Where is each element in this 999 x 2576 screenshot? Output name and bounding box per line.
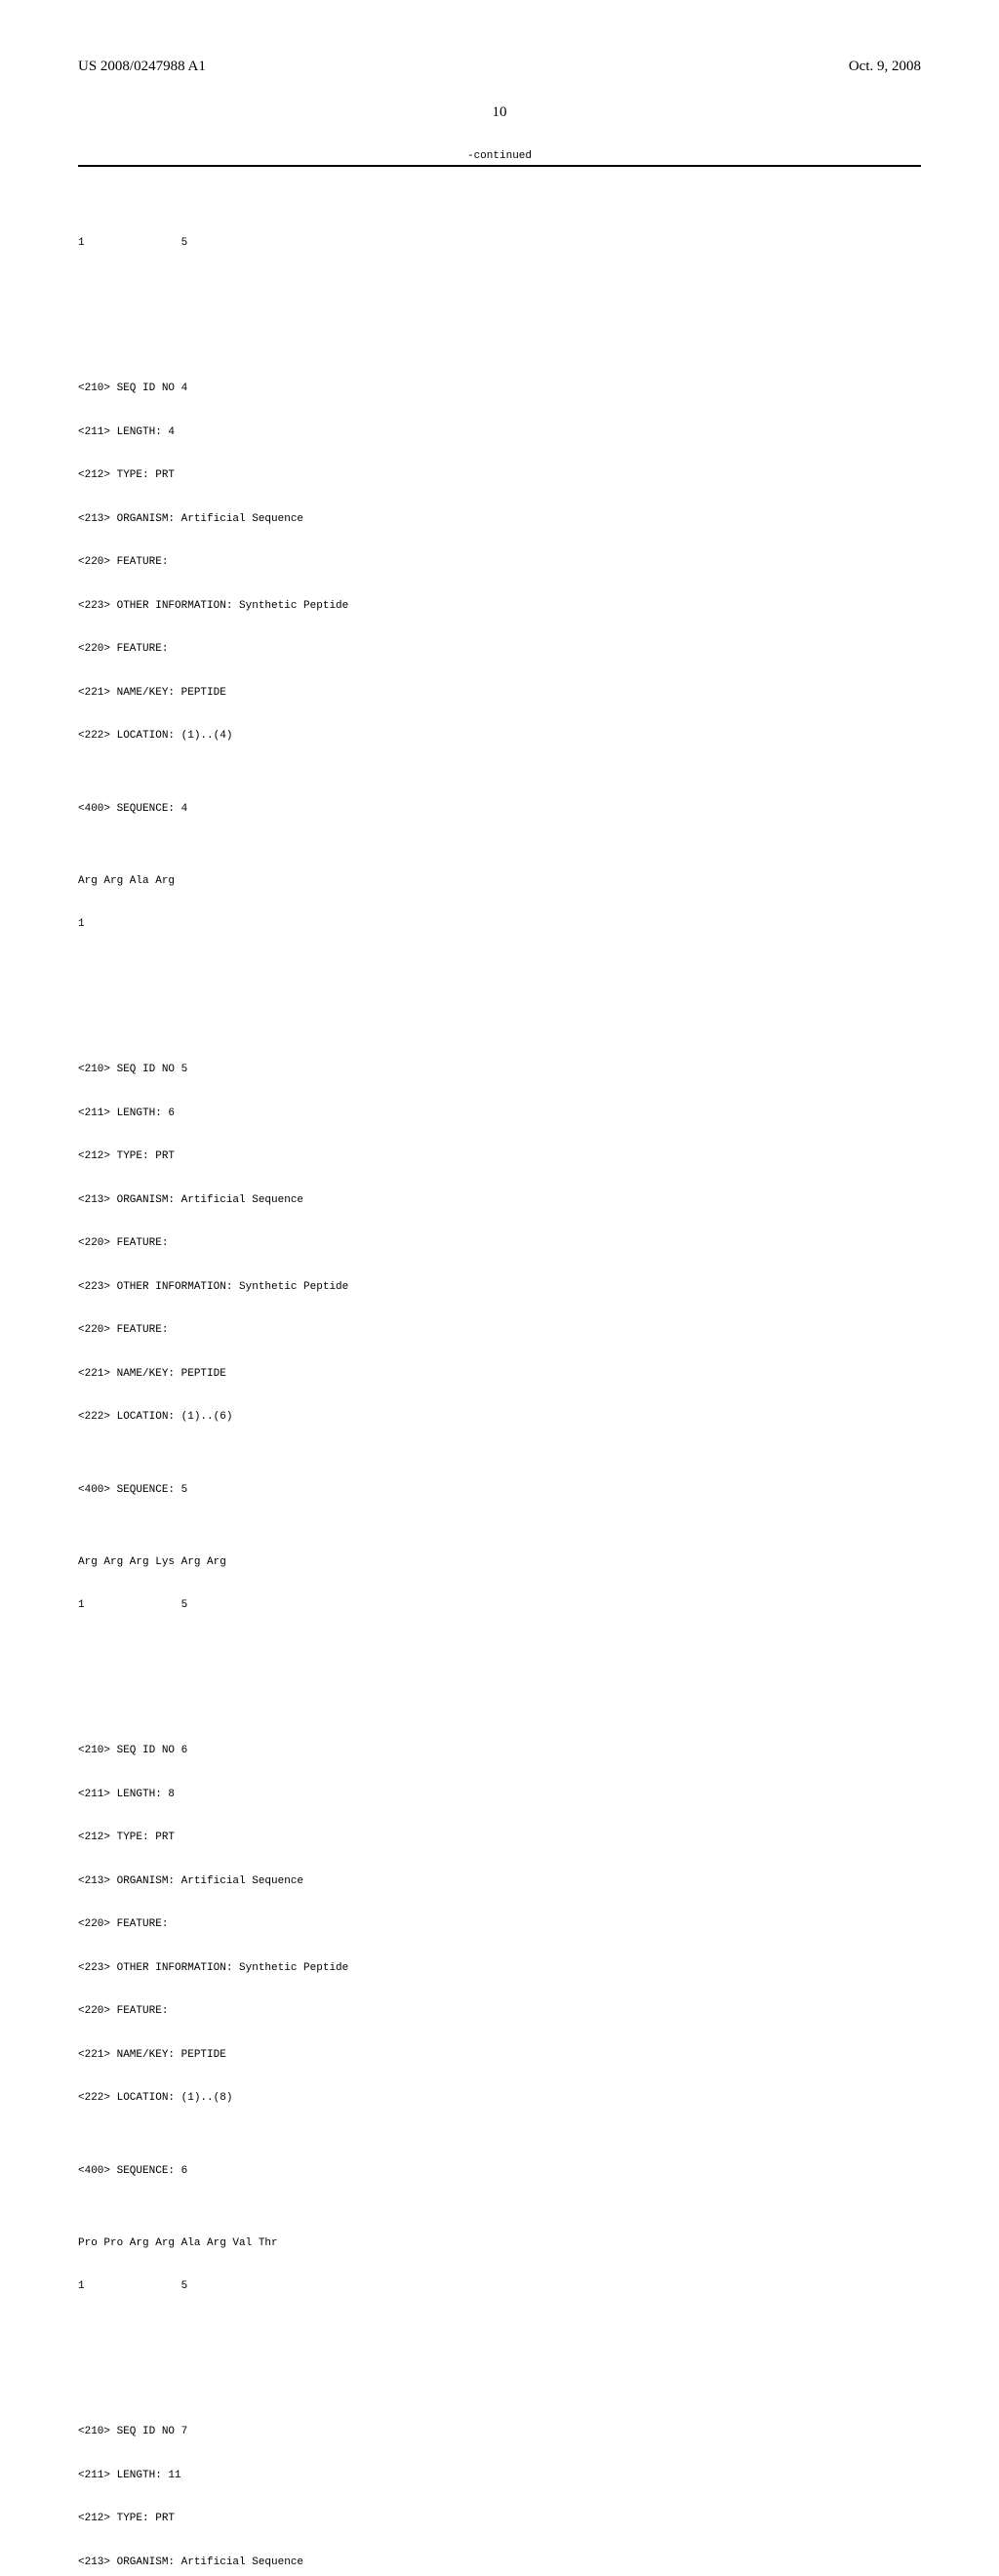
seq4-peptide: Arg Arg Ala Arg <box>78 874 921 889</box>
seq5-line: <210> SEQ ID NO 5 <box>78 1063 921 1077</box>
seq4-line: <221> NAME/KEY: PEPTIDE <box>78 686 921 701</box>
separator-line <box>78 165 921 167</box>
seq6-line: <220> FEATURE: <box>78 1917 921 1932</box>
page-container: US 2008/0247988 A1 Oct. 9, 2008 10 -cont… <box>0 0 999 2576</box>
seq4-sequence-label: <400> SEQUENCE: 4 <box>78 802 921 817</box>
seq5-line: <213> ORGANISM: Artificial Sequence <box>78 1193 921 1208</box>
publication-date: Oct. 9, 2008 <box>849 59 921 75</box>
seq6-line: <220> FEATURE: <box>78 2004 921 2019</box>
seq6-sequence-label: <400> SEQUENCE: 6 <box>78 2164 921 2179</box>
seq5-line: <223> OTHER INFORMATION: Synthetic Pepti… <box>78 1280 921 1295</box>
seq6-line: <221> NAME/KEY: PEPTIDE <box>78 2048 921 2063</box>
page-header: US 2008/0247988 A1 Oct. 9, 2008 <box>78 59 921 75</box>
seq4-block: <210> SEQ ID NO 4 <211> LENGTH: 4 <212> … <box>78 352 921 960</box>
seq6-line: <223> OTHER INFORMATION: Synthetic Pepti… <box>78 1961 921 1976</box>
seq5-block: <210> SEQ ID NO 5 <211> LENGTH: 6 <212> … <box>78 1033 921 1641</box>
seq5-positions: 1 5 <box>78 1598 921 1613</box>
seq5-peptide: Arg Arg Arg Lys Arg Arg <box>78 1555 921 1570</box>
seq6-positions: 1 5 <box>78 2279 921 2294</box>
seq4-positions: 1 <box>78 917 921 932</box>
seq7-line: <213> ORGANISM: Artificial Sequence <box>78 2556 921 2570</box>
seq6-peptide: Pro Pro Arg Arg Ala Arg Val Thr <box>78 2236 921 2251</box>
seq7-line: <210> SEQ ID NO 7 <box>78 2425 921 2439</box>
seq6-line: <211> LENGTH: 8 <box>78 1788 921 1802</box>
publication-number: US 2008/0247988 A1 <box>78 59 206 75</box>
seq5-line: <222> LOCATION: (1)..(6) <box>78 1410 921 1425</box>
seq5-line: <220> FEATURE: <box>78 1323 921 1338</box>
seq6-line: <212> TYPE: PRT <box>78 1831 921 1845</box>
seq6-block: <210> SEQ ID NO 6 <211> LENGTH: 8 <212> … <box>78 1714 921 2322</box>
page-number: 10 <box>78 104 921 121</box>
seq5-line: <220> FEATURE: <box>78 1236 921 1251</box>
seq4-line: <220> FEATURE: <box>78 555 921 570</box>
seq4-line: <213> ORGANISM: Artificial Sequence <box>78 512 921 527</box>
continued-label: -continued <box>78 150 921 162</box>
seq3-positions: 1 5 <box>78 236 921 251</box>
seq3-remainder: 1 5 <box>78 208 921 280</box>
seq4-line: <212> TYPE: PRT <box>78 468 921 483</box>
seq7-line: <212> TYPE: PRT <box>78 2512 921 2526</box>
seq6-line: <213> ORGANISM: Artificial Sequence <box>78 1874 921 1889</box>
seq6-line: <210> SEQ ID NO 6 <box>78 1744 921 1758</box>
seq4-line: <222> LOCATION: (1)..(4) <box>78 729 921 744</box>
seq4-line: <220> FEATURE: <box>78 642 921 657</box>
seq6-line: <222> LOCATION: (1)..(8) <box>78 2091 921 2106</box>
sequence-content: 1 5 <210> SEQ ID NO 4 <211> LENGTH: 4 <2… <box>78 179 921 2576</box>
seq7-line: <211> LENGTH: 11 <box>78 2469 921 2483</box>
seq4-line: <210> SEQ ID NO 4 <box>78 382 921 396</box>
seq4-line: <211> LENGTH: 4 <box>78 425 921 440</box>
seq5-sequence-label: <400> SEQUENCE: 5 <box>78 1483 921 1498</box>
seq5-line: <212> TYPE: PRT <box>78 1149 921 1164</box>
seq5-line: <211> LENGTH: 6 <box>78 1107 921 1121</box>
seq5-line: <221> NAME/KEY: PEPTIDE <box>78 1367 921 1382</box>
seq4-line: <223> OTHER INFORMATION: Synthetic Pepti… <box>78 599 921 614</box>
seq7-block: <210> SEQ ID NO 7 <211> LENGTH: 11 <212>… <box>78 2395 921 2576</box>
